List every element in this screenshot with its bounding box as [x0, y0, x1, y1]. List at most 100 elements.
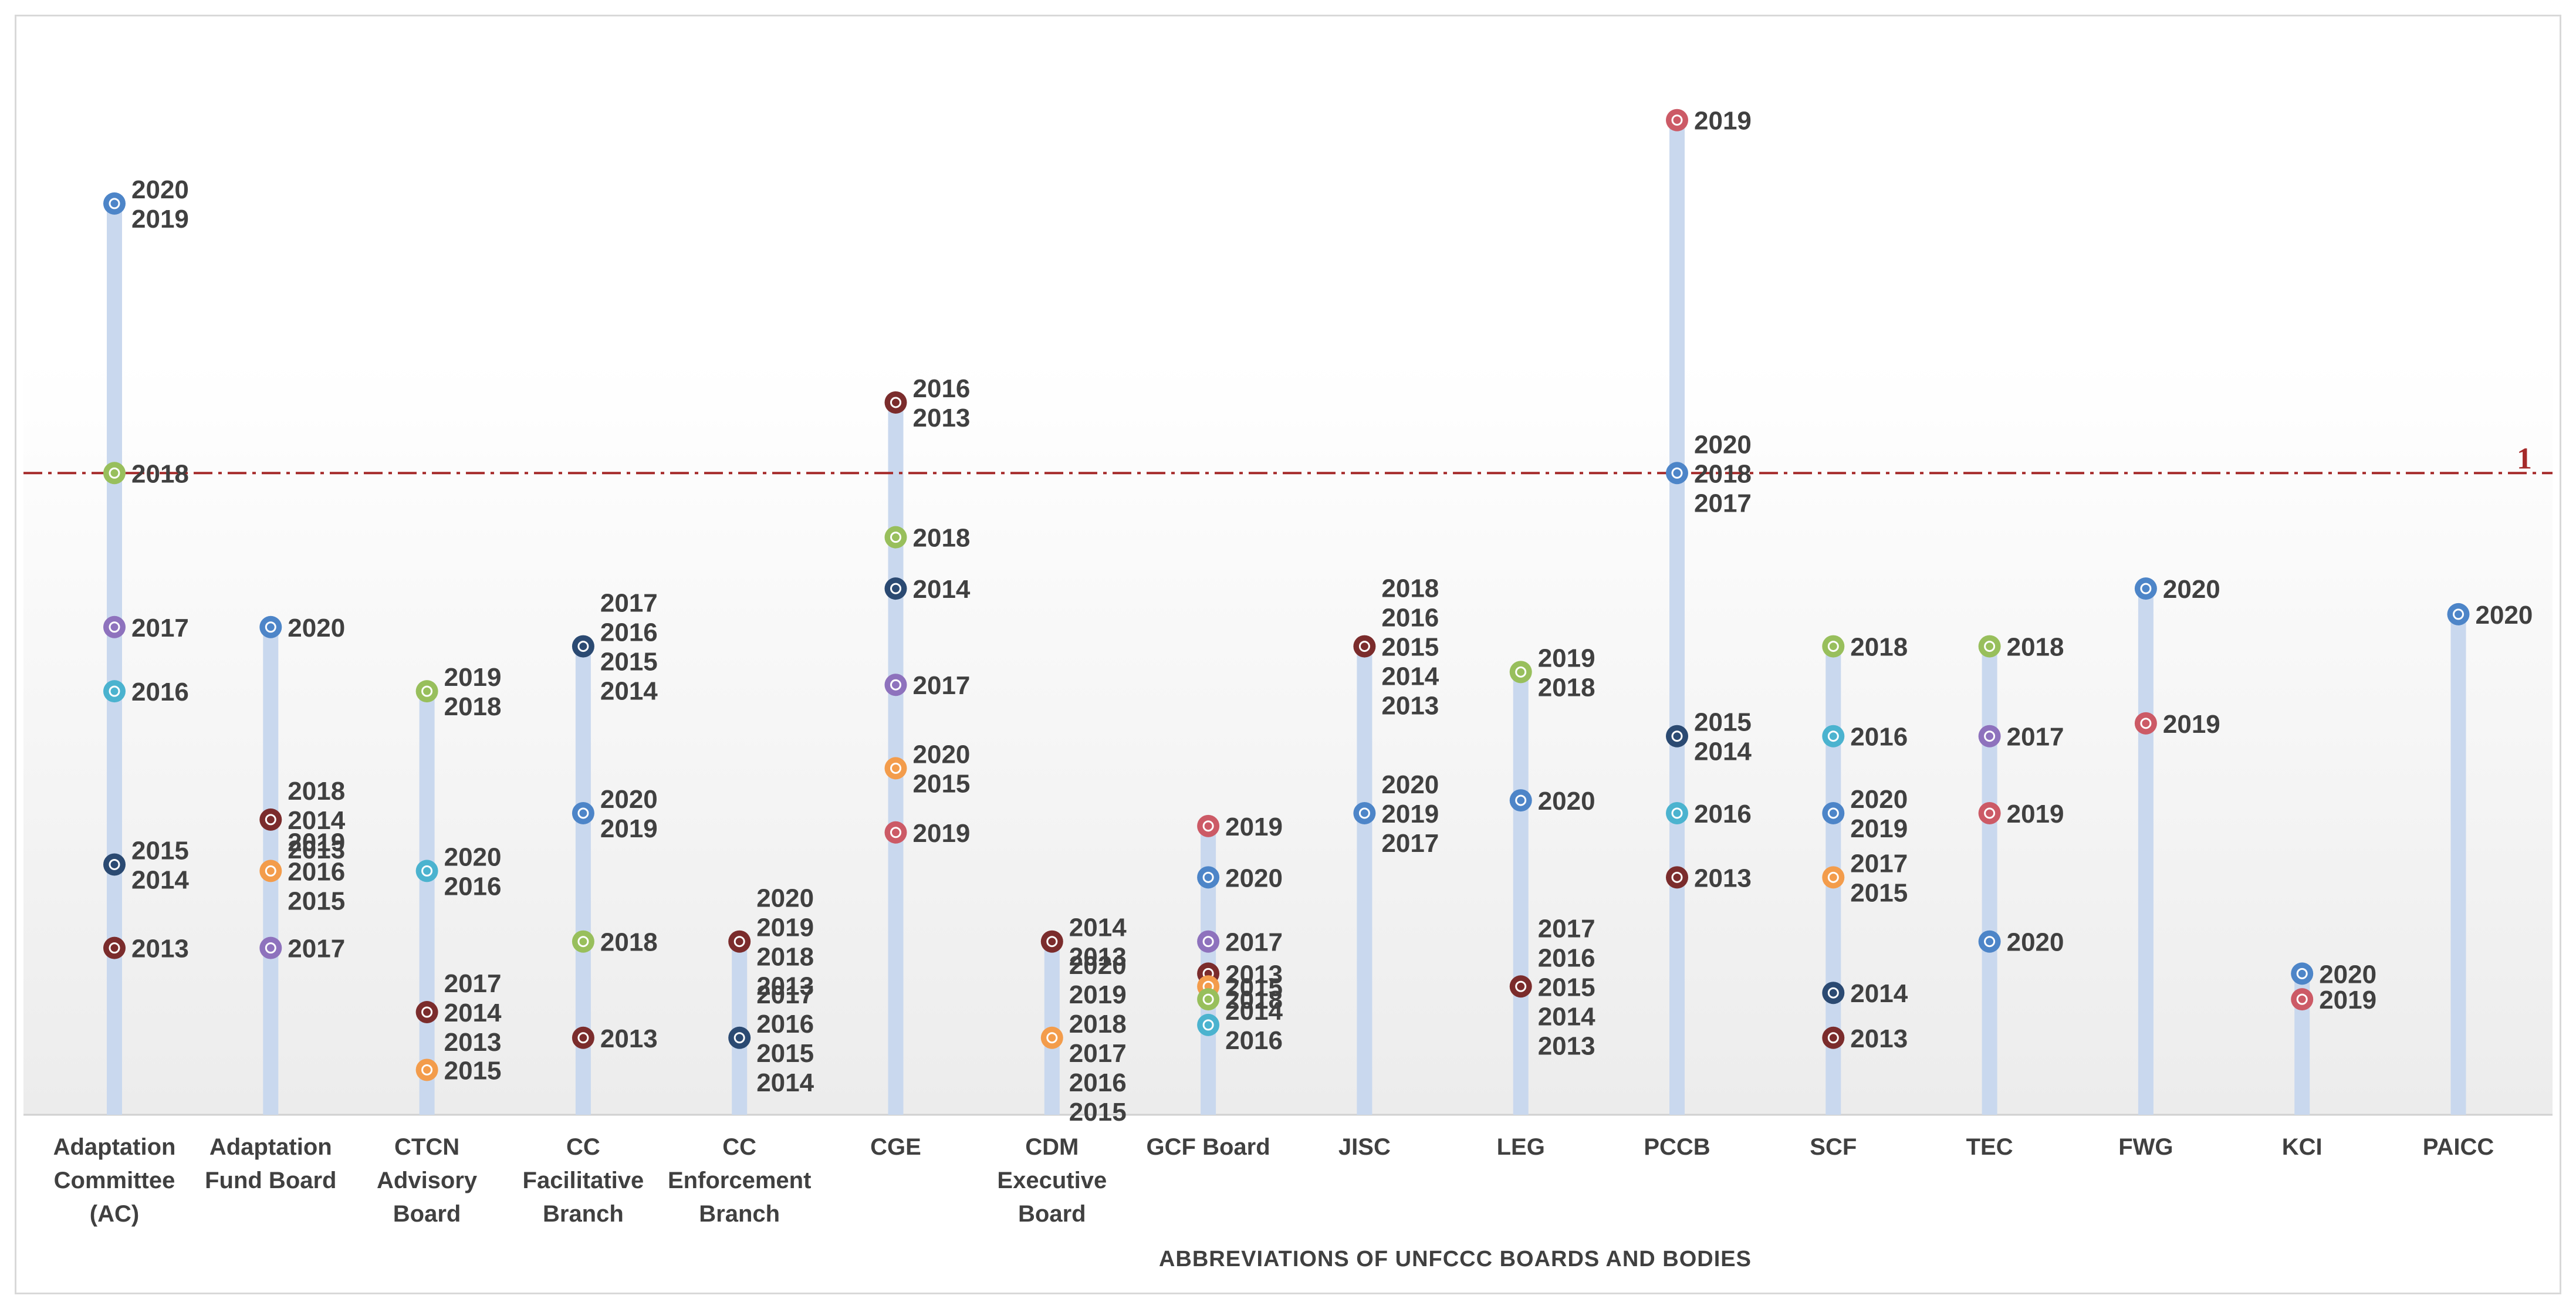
marker-outer	[1197, 814, 1220, 837]
marker-inner	[265, 942, 276, 954]
marker-inner	[1671, 467, 1683, 479]
category-label-jisc: JISC	[1338, 1134, 1391, 1160]
data-point: 2013	[1822, 1024, 1908, 1053]
marker-outer	[103, 936, 126, 959]
year-label: 2016	[1225, 1026, 1283, 1055]
marker-inner	[1515, 794, 1527, 806]
marker-outer	[1666, 725, 1688, 747]
year-label: 2018	[1538, 673, 1595, 702]
year-label: 2018	[913, 524, 971, 553]
year-label: 2016	[1694, 800, 1752, 828]
category-label-line: Facilitative	[523, 1168, 644, 1193]
year-label: 2016	[600, 618, 658, 647]
stem-jisc	[1357, 646, 1372, 1115]
year-label: 2013	[1694, 864, 1752, 892]
year-label: 2020	[913, 740, 971, 769]
marker-inner	[890, 583, 901, 594]
category-label-line: Board	[1018, 1201, 1086, 1227]
category-label-line: Adaptation	[209, 1134, 332, 1160]
stem-paicc	[2450, 614, 2466, 1115]
year-label: 2019	[2007, 800, 2064, 828]
data-point: 2018	[572, 928, 658, 957]
data-point: 2013	[1666, 864, 1752, 892]
year-label: 2013	[913, 404, 971, 432]
marker-outer	[1197, 866, 1220, 889]
marker-outer	[884, 577, 907, 600]
year-label: 2015	[1225, 973, 1283, 1002]
year-label: 2015	[288, 887, 345, 915]
year-label: 2015	[1069, 1098, 1127, 1127]
marker-inner	[109, 942, 120, 954]
marker-inner	[1046, 1032, 1058, 1044]
category-label-ccfb: CC Facilitative Branch	[523, 1134, 644, 1227]
year-label: 2020	[1538, 787, 1595, 816]
stem-leg	[1513, 672, 1529, 1115]
data-point: 2016	[103, 678, 189, 706]
data-point: 2020	[1978, 928, 2064, 957]
year-label: 2018	[1850, 633, 1908, 662]
marker-inner	[1984, 641, 1996, 652]
category-label-line: Board	[393, 1201, 461, 1227]
marker-inner	[890, 762, 901, 774]
year-label: 2018	[756, 943, 814, 972]
category-label-afb: Adaptation Fund Board	[205, 1134, 336, 1193]
year-label: 2016	[913, 374, 971, 403]
category-label-line: KCI	[2282, 1134, 2323, 1160]
marker-outer	[1978, 801, 2001, 824]
year-label: 2016	[1538, 943, 1595, 972]
year-label: 2013	[1538, 1031, 1595, 1060]
year-label: 2019	[1538, 644, 1595, 672]
year-label: 2019	[756, 914, 814, 942]
marker-inner	[109, 467, 120, 479]
year-label: 2013	[1850, 1024, 1908, 1053]
year-label: 2020	[2319, 960, 2376, 989]
marker-outer	[572, 801, 594, 824]
data-point: 2017	[103, 614, 189, 642]
data-point: 2018	[1197, 986, 1283, 1014]
year-label: 2017	[131, 614, 189, 642]
marker-outer	[728, 930, 751, 953]
year-label: 2017	[913, 671, 971, 700]
year-label: 2018	[2007, 633, 2064, 662]
year-label: 2013	[756, 972, 814, 1001]
data-point: 2019	[2134, 710, 2220, 739]
data-point: 2018	[884, 524, 971, 553]
year-label: 2016	[444, 872, 502, 901]
year-label: 2015	[1850, 878, 1908, 907]
marker-inner	[1202, 1019, 1214, 1031]
data-point: 2017	[884, 671, 971, 700]
year-label: 2013	[600, 1024, 658, 1053]
year-label: 2018	[1694, 459, 1752, 488]
year-label: 2018	[600, 928, 658, 957]
marker-outer	[415, 860, 438, 882]
year-label: 2018	[444, 692, 502, 721]
marker-inner	[265, 621, 276, 633]
year-label: 2019	[444, 663, 502, 692]
marker-inner	[577, 1032, 589, 1044]
marker-inner	[421, 1006, 433, 1018]
year-label: 2016	[1850, 723, 1908, 752]
marker-outer	[1040, 930, 1063, 953]
stem-tec	[1982, 646, 1997, 1115]
marker-inner	[1984, 936, 1996, 948]
marker-inner	[109, 858, 120, 870]
year-label: 2017	[444, 969, 502, 998]
marker-outer	[1822, 725, 1845, 747]
stem-pccb	[1669, 120, 1685, 1115]
marker-outer	[1822, 635, 1845, 658]
year-label: 2017	[1694, 489, 1752, 517]
year-label: 2019	[1694, 107, 1752, 136]
category-label-fwg: FWG	[2118, 1134, 2173, 1160]
data-point: 2015	[415, 1056, 501, 1085]
year-label: 2016	[1381, 604, 1439, 632]
year-label: 2020	[2163, 575, 2220, 604]
